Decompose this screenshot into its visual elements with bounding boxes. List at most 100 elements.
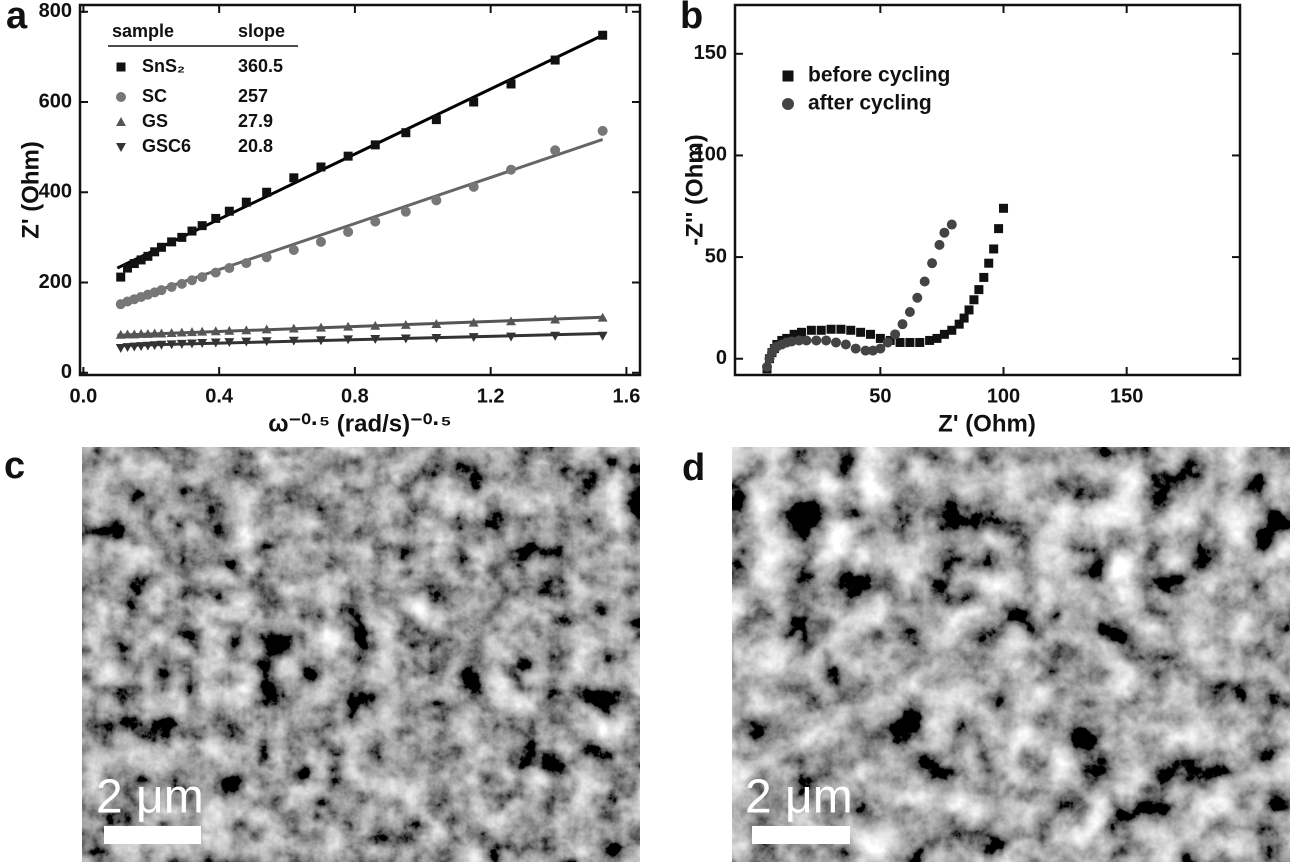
legend-label: before cycling <box>808 64 950 87</box>
legend-label: GSC6 <box>142 136 191 156</box>
point <box>905 337 915 347</box>
point <box>840 339 851 350</box>
point <box>142 341 153 351</box>
fit-line <box>117 331 603 348</box>
sem-image-d: 2 μm <box>732 447 1290 862</box>
point <box>994 224 1004 234</box>
y-tick-label: 800 <box>39 0 72 22</box>
y-tick-label: 400 <box>39 181 72 203</box>
sem-texture <box>732 447 1290 862</box>
point <box>261 337 272 347</box>
point <box>177 232 187 242</box>
point <box>865 329 875 339</box>
point <box>370 140 380 150</box>
x-tick-label: 0.4 <box>205 385 234 407</box>
legend-label: GS <box>142 111 168 131</box>
point <box>506 79 516 89</box>
point <box>954 319 964 329</box>
y-tick-label: 600 <box>39 90 72 112</box>
point <box>989 244 999 254</box>
point <box>939 227 950 238</box>
legend-marker <box>116 92 126 102</box>
legend-marker <box>782 70 794 82</box>
point <box>947 325 957 335</box>
legend-slope: 20.8 <box>238 136 273 156</box>
point <box>821 335 832 346</box>
point <box>166 282 177 293</box>
point <box>597 331 608 341</box>
legend-slope: 360.5 <box>238 56 283 76</box>
point <box>224 263 235 274</box>
point <box>143 251 153 261</box>
point <box>288 323 299 333</box>
point <box>315 236 326 247</box>
point <box>343 335 354 345</box>
point <box>115 329 126 339</box>
point <box>801 335 812 346</box>
point <box>468 181 479 192</box>
point <box>597 312 608 322</box>
point <box>550 55 560 65</box>
point <box>506 316 516 326</box>
point <box>850 343 861 354</box>
point <box>506 332 516 342</box>
point <box>959 313 969 323</box>
point <box>167 237 177 247</box>
point <box>897 319 908 330</box>
point <box>187 339 197 349</box>
point <box>142 328 153 338</box>
point <box>156 340 167 350</box>
point <box>370 320 381 330</box>
point <box>597 125 608 136</box>
y-axis-title: -Z'' (Ohm) <box>681 134 708 245</box>
point <box>915 337 925 347</box>
point <box>806 325 816 335</box>
point <box>875 333 885 343</box>
point <box>984 258 994 268</box>
point <box>875 343 886 354</box>
legend-marker <box>116 62 126 72</box>
x-tick-label: 0.8 <box>341 385 369 407</box>
point <box>176 278 187 289</box>
point <box>400 206 411 217</box>
legend-slope: 257 <box>238 86 268 106</box>
point <box>797 327 807 337</box>
point <box>370 334 381 344</box>
x-axis-title: ω⁻⁰·⁵ (rad/s)⁻⁰·⁵ <box>268 410 451 437</box>
point <box>860 345 871 356</box>
point <box>964 305 974 315</box>
x-tick-label: 0.0 <box>69 385 97 407</box>
point <box>176 327 187 337</box>
panel-label: b <box>680 0 703 37</box>
point <box>261 324 272 334</box>
point <box>598 30 608 40</box>
y-tick-label: 50 <box>705 245 727 267</box>
point <box>946 219 957 230</box>
point <box>136 328 147 338</box>
x-tick-label: 150 <box>1110 385 1143 407</box>
point <box>932 333 942 343</box>
point <box>904 306 915 317</box>
x-tick-label: 50 <box>869 385 891 407</box>
point <box>129 342 140 352</box>
y-tick-label: 150 <box>694 42 727 64</box>
point <box>187 275 197 286</box>
point <box>316 162 326 172</box>
panel-label: c <box>4 445 25 487</box>
y-tick-label: 0 <box>716 347 727 369</box>
point <box>468 333 479 343</box>
point <box>224 325 235 335</box>
point <box>122 329 133 339</box>
point <box>836 324 846 334</box>
point <box>241 197 251 207</box>
point <box>974 285 984 295</box>
y-tick-label: 0 <box>61 361 72 383</box>
point <box>895 337 905 347</box>
y-tick-label: 200 <box>39 271 72 293</box>
point <box>241 337 252 347</box>
point <box>211 213 221 223</box>
scale-bar <box>752 826 850 844</box>
scale-bar-label: 2 μm <box>745 771 853 824</box>
point <box>979 272 989 282</box>
